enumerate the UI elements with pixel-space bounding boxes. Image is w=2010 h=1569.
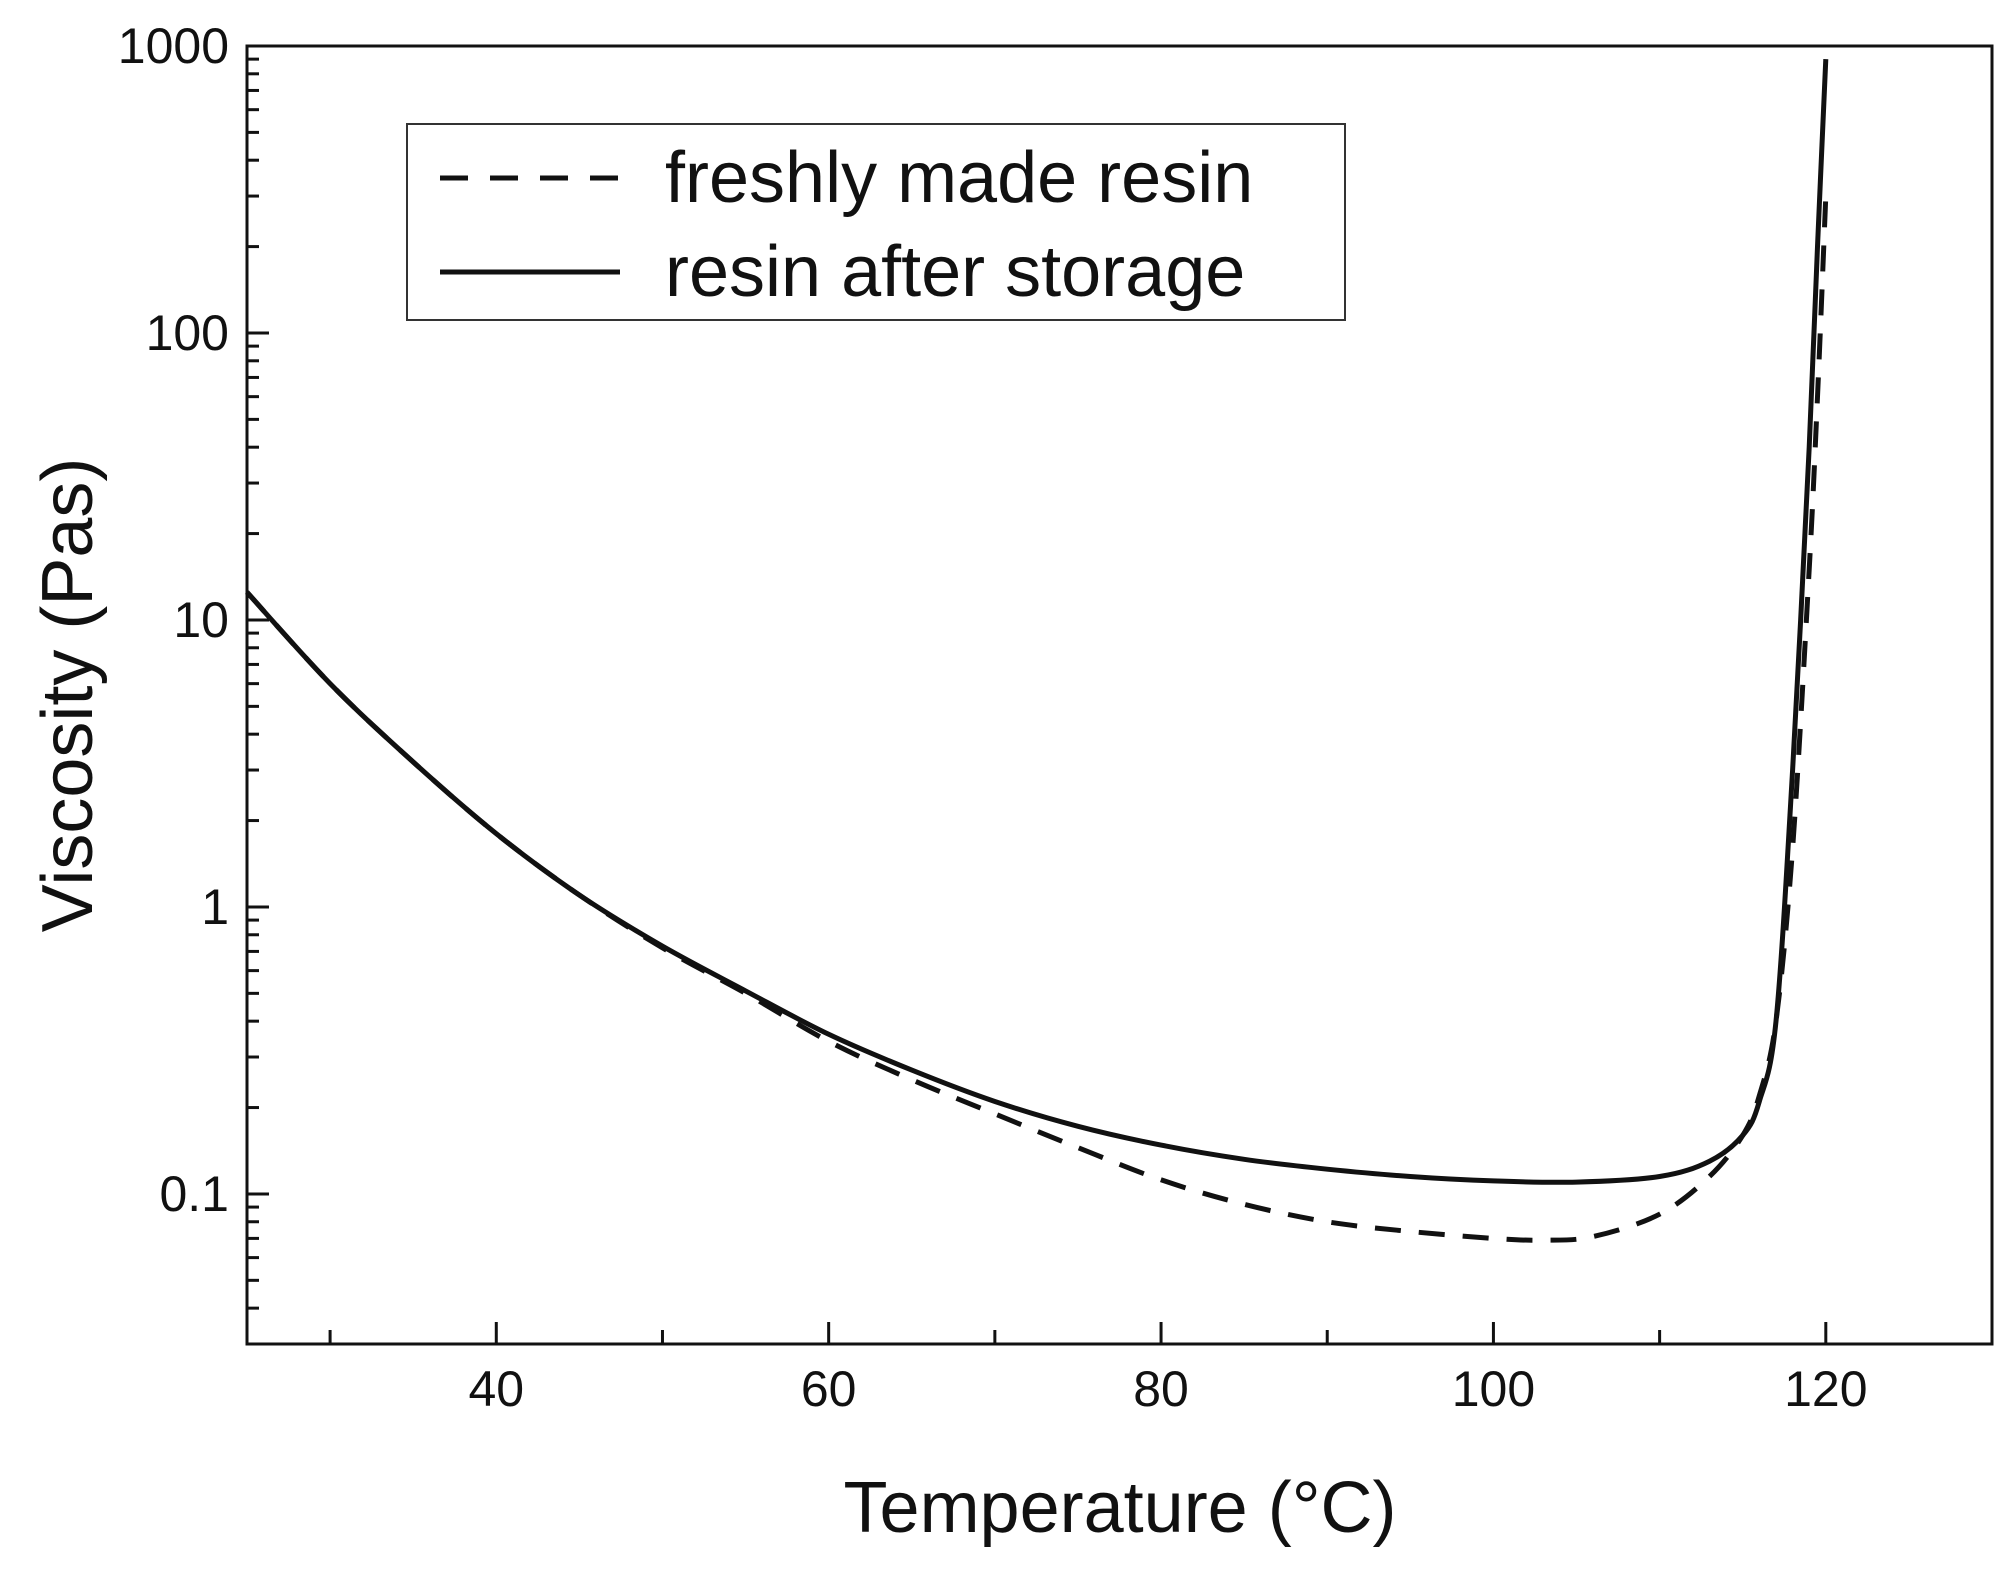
y-tick-label: 1000 [118,18,229,74]
y-axis-ticks: 0.1 1 10 100 1000 [118,18,269,1346]
x-axis-ticks: 40 60 80 100 120 [328,1322,1868,1417]
y-tick-label: 1 [201,879,229,935]
y-tick-label: 10 [173,592,229,648]
legend: freshly made resin resin after storage [406,123,1346,321]
x-tick-label: 40 [468,1361,524,1417]
x-tick-label: 60 [801,1361,857,1417]
series-layer [245,58,1829,1243]
y-tick-label: 0.1 [159,1166,229,1222]
y-axis-label: Viscosity (Pas) [28,458,108,933]
x-axis-label: Temperature (°C) [844,1468,1397,1548]
legend-box [406,123,1346,321]
series-line-resin-after-storage [245,58,1829,1185]
y-tick-label: 100 [146,305,229,361]
legend-label-resin-after-storage: resin after storage [665,232,1245,312]
series-line-freshly-made-resin [245,195,1829,1243]
x-tick-label: 120 [1784,1361,1867,1417]
plot-frame [245,44,1994,1346]
legend-label-freshly-made-resin: freshly made resin [665,138,1253,218]
x-tick-label: 100 [1452,1361,1535,1417]
x-tick-label: 80 [1133,1361,1189,1417]
